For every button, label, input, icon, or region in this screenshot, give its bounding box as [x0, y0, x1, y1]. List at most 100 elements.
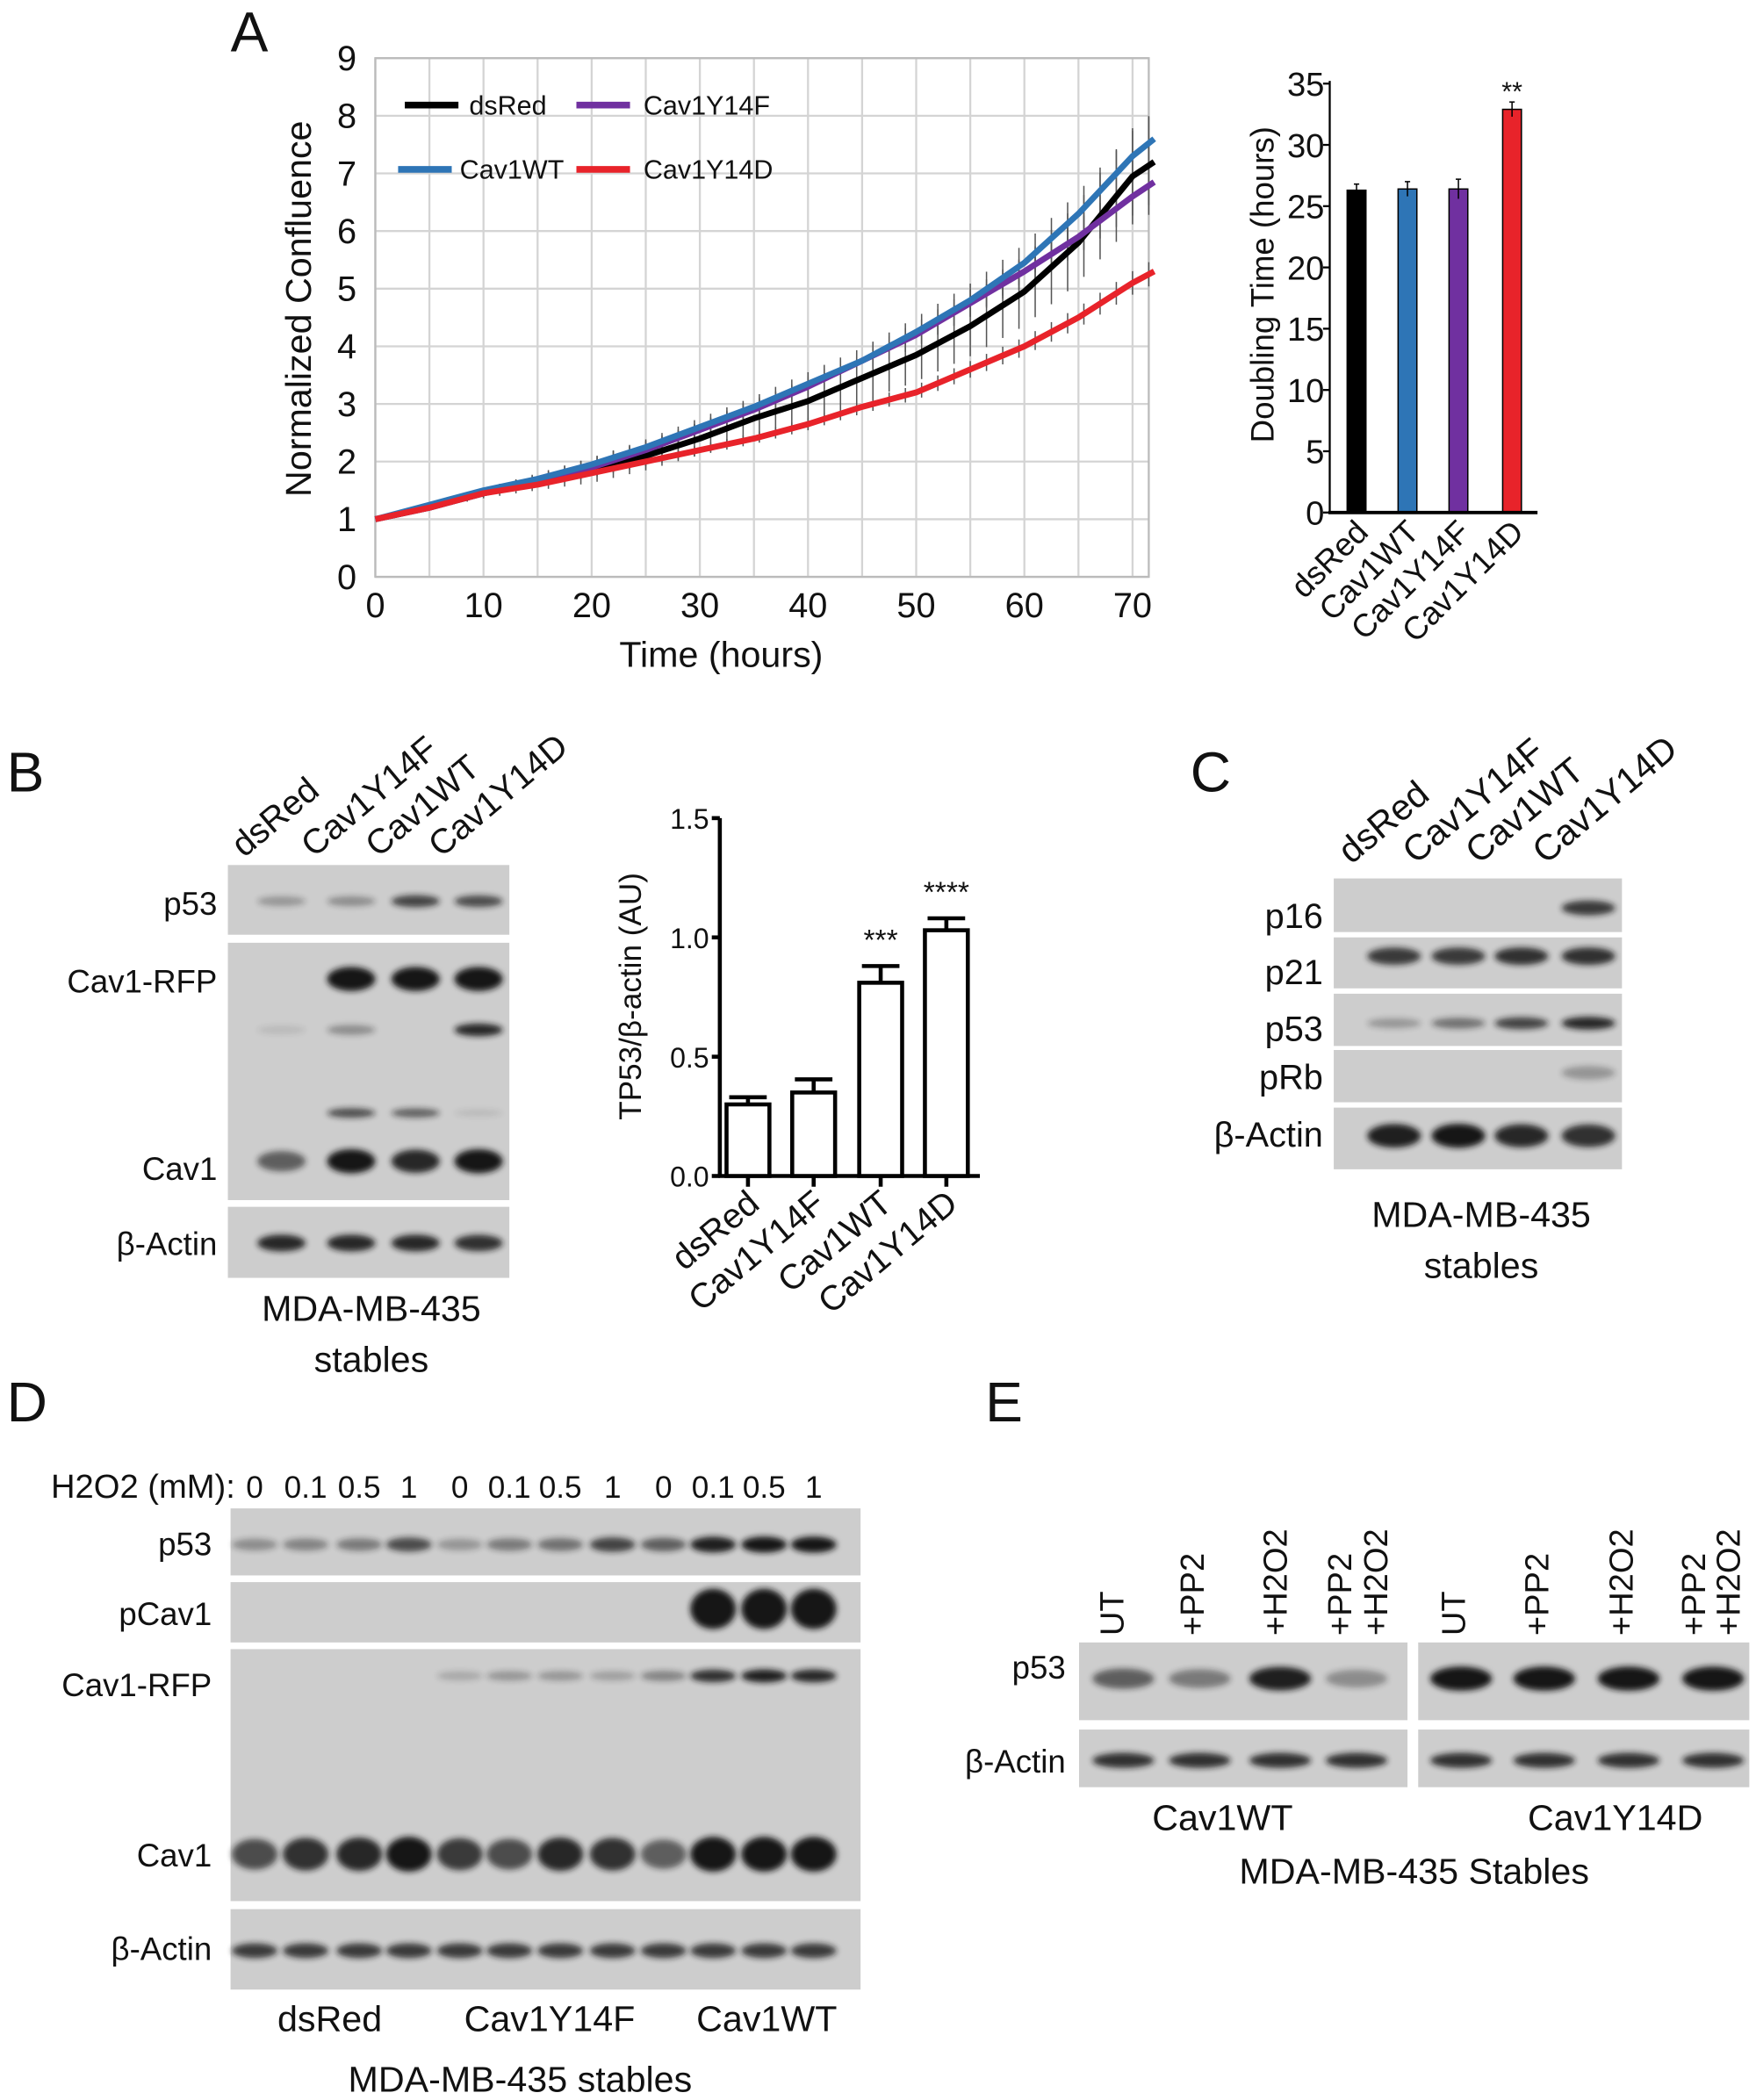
- panel-letter-d: D: [7, 1370, 47, 1434]
- protein-band: [741, 1837, 788, 1872]
- protein-band: [690, 1536, 737, 1553]
- dose-label: 0.5: [539, 1471, 582, 1505]
- protein-band: [1169, 1752, 1231, 1768]
- protein-band: [1561, 1124, 1616, 1147]
- blot-e-caption: MDA-MB-435 Stables: [1239, 1852, 1589, 1892]
- x-tick-label: 60: [1005, 586, 1044, 625]
- protein-band: [327, 1108, 376, 1118]
- protein-band: [741, 1943, 788, 1959]
- blot-b-caption: stables: [314, 1339, 429, 1379]
- protein-band: [1430, 1752, 1493, 1768]
- dose-label: 0: [451, 1471, 469, 1505]
- protein-band: [537, 1837, 584, 1872]
- y-tick-label: 4: [337, 327, 356, 366]
- protein-band: [257, 1234, 306, 1252]
- legend-label: Cav1Y14F: [644, 90, 770, 120]
- blot-e-group-label: Cav1Y14D: [1528, 1798, 1702, 1838]
- y-tick-label: 30: [1287, 127, 1324, 165]
- protein-band: [385, 1537, 432, 1552]
- row-label: Cav1-RFP: [61, 1667, 212, 1703]
- protein-band: [327, 1234, 376, 1252]
- blot-d-caption: MDA-MB-435 stables: [349, 2059, 693, 2099]
- legend-label: Cav1Y14D: [644, 155, 774, 185]
- protein-band: [391, 1149, 440, 1173]
- lane-label: UT: [1436, 1591, 1473, 1636]
- protein-band: [1249, 1752, 1312, 1768]
- y-tick-label: 2: [337, 443, 356, 482]
- protein-band: [454, 1109, 503, 1117]
- protein-band: [336, 1538, 383, 1551]
- protein-band: [1325, 1752, 1388, 1768]
- x-tick-label: 20: [572, 586, 611, 625]
- bar-cav1y14f: [1448, 188, 1469, 514]
- x-tick-label: 40: [788, 586, 827, 625]
- lane-label: +PP2: [1321, 1553, 1359, 1636]
- protein-band: [454, 1148, 503, 1174]
- y-tick-label: 10: [1287, 372, 1324, 410]
- doubling-time-bar-chart: 05101520253035dsRedCav1WTCav1Y14F**Cav1Y…: [1284, 66, 1538, 649]
- lane-label: +PP2: [1675, 1553, 1713, 1636]
- protein-band: [436, 1538, 483, 1550]
- row-label: Cav1-RFP: [67, 963, 217, 999]
- protein-band: [589, 1838, 636, 1871]
- protein-band: [640, 1943, 687, 1959]
- lane-label: +PP2: [1518, 1553, 1556, 1636]
- panel-letter-c: C: [1191, 740, 1231, 803]
- protein-band: [1431, 1018, 1486, 1029]
- row-label: p53: [158, 1527, 212, 1563]
- row-label: Cav1: [142, 1151, 218, 1187]
- protein-band: [391, 1234, 440, 1252]
- protein-band: [454, 1234, 503, 1252]
- protein-band: [283, 1538, 329, 1551]
- lane-label: +H2O2: [1603, 1528, 1641, 1636]
- row-label: β-Actin: [965, 1744, 1066, 1780]
- protein-band: [436, 1838, 483, 1871]
- x-tick-label: 10: [464, 586, 503, 625]
- protein-band: [1494, 1017, 1549, 1030]
- y-tick-label: 1.5: [670, 803, 709, 835]
- blot-c-caption: MDA-MB-435: [1371, 1195, 1591, 1235]
- protein-band: [640, 1537, 687, 1552]
- protein-band: [537, 1943, 584, 1959]
- tp53-bar-chart: 0.00.51.01.5dsRedCav1Y14F***Cav1WT****Ca…: [665, 803, 981, 1321]
- protein-band: [436, 1943, 483, 1959]
- dose-label: 1: [805, 1471, 823, 1505]
- protein-band: [232, 1838, 278, 1870]
- protein-band: [1561, 947, 1616, 966]
- dose-label: 0: [246, 1471, 263, 1505]
- significance-label: ***: [863, 924, 897, 957]
- protein-band: [690, 1588, 737, 1629]
- row-label: p21: [1265, 953, 1323, 992]
- y-tick-label: 1.0: [670, 923, 709, 954]
- bar-cav1y14d: [1501, 108, 1522, 514]
- protein-band: [283, 1838, 329, 1871]
- blot-d-group-label: Cav1WT: [696, 1999, 837, 2039]
- line-chart-x-label: Time (hours): [619, 634, 823, 674]
- row-label: p53: [163, 886, 217, 922]
- significance-label: ****: [924, 877, 969, 910]
- protein-band: [327, 895, 376, 907]
- y-tick-label: 0.5: [670, 1042, 709, 1074]
- y-tick-label: 1: [337, 500, 356, 539]
- protein-band: [790, 1837, 837, 1872]
- row-label: β-Actin: [1214, 1116, 1323, 1154]
- row-label: pRb: [1259, 1058, 1323, 1097]
- bar-cav1wt: [1397, 188, 1418, 514]
- row-label: p16: [1265, 897, 1323, 936]
- protein-band: [336, 1943, 383, 1959]
- series-line-cav1wt: [374, 136, 1156, 522]
- dose-label: 0: [655, 1471, 673, 1505]
- protein-band: [1367, 1124, 1421, 1148]
- protein-band: [1092, 1668, 1155, 1689]
- protein-band: [790, 1588, 837, 1629]
- y-tick-label: 9: [337, 40, 356, 78]
- panel-letter-b: B: [7, 740, 45, 803]
- protein-band: [1561, 1017, 1616, 1030]
- doubling-chart-y-label: Doubling Time (hours): [1244, 126, 1280, 442]
- legend-label: Cav1WT: [460, 155, 565, 185]
- protein-band: [1682, 1752, 1745, 1768]
- protein-band: [537, 1671, 584, 1681]
- growth-line-chart: 0 10 20 30 40 50 60 70 0 1 2 3 4 5 6 7 8 9: [337, 40, 1156, 625]
- blot-c-caption: stables: [1424, 1246, 1539, 1286]
